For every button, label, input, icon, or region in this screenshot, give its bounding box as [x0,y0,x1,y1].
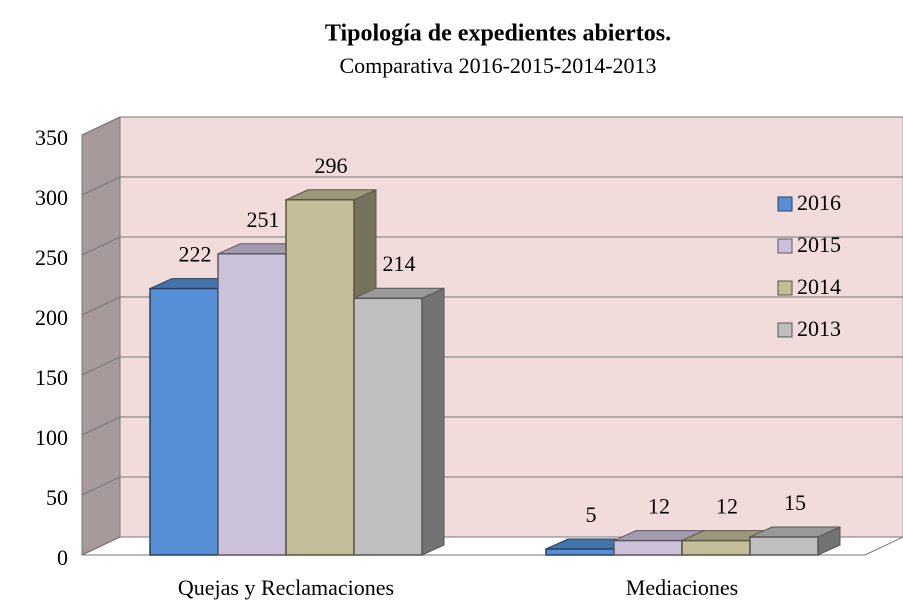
legend-swatch [777,322,793,338]
side-wall [81,116,121,556]
legend-label: 2016 [797,190,841,215]
y-tick-label: 50 [46,485,68,510]
x-tick-label: Quejas y Reclamaciones [178,575,394,600]
bar-front [749,536,819,556]
bar [353,287,445,556]
bar-front [149,287,219,556]
bar-front [613,539,683,556]
bar-front [681,539,751,556]
legend-swatch [777,280,793,296]
data-label: 12 [716,494,738,519]
bar-front [285,199,355,556]
chart-title: Tipología de expedientes abiertos. [325,21,671,47]
grid-line [81,416,903,436]
y-tick-label: 200 [35,305,68,330]
data-label: 12 [648,494,670,519]
y-tick-label: 0 [57,545,68,570]
legend-swatch [777,196,793,212]
bar-front [217,253,287,556]
chart-subtitle: Comparativa 2016-2015-2014-2013 [339,53,656,78]
grid-line [81,476,903,496]
grid-line [81,296,903,316]
bar [749,526,841,556]
legend-label: 2013 [797,316,841,341]
grid-line [81,356,903,376]
y-tick-label: 150 [35,365,68,390]
bar-front [353,297,423,556]
grid-line [81,236,903,256]
bar-side [421,287,445,556]
y-tick-label: 250 [35,245,68,270]
data-label: 15 [784,490,806,515]
y-tick-label: 100 [35,425,68,450]
data-label: 296 [315,153,348,178]
grid-line [81,116,903,136]
y-tick-label: 350 [35,125,68,150]
y-tick-label: 300 [35,185,68,210]
grid-line [81,176,903,196]
legend-label: 2014 [797,274,841,299]
legend-swatch [777,238,793,254]
data-label: 222 [179,242,212,267]
legend-label: 2015 [797,232,841,257]
data-label: 5 [586,502,597,527]
data-label: 214 [383,251,416,276]
bar-front [545,548,615,556]
x-tick-label: Mediaciones [626,575,738,600]
data-label: 251 [247,207,280,232]
